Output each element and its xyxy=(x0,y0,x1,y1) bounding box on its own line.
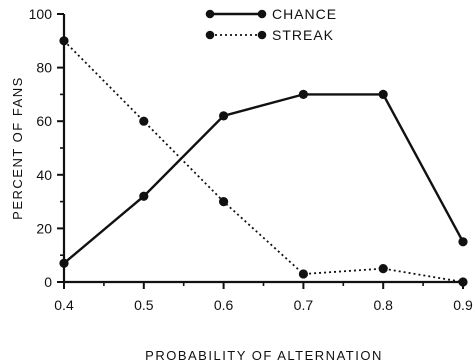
x-tick-label: 0.4 xyxy=(54,297,74,313)
y-tick-label: 60 xyxy=(36,113,52,129)
y-tick-label: 80 xyxy=(36,60,52,76)
y-tick-label: 100 xyxy=(29,6,53,22)
legend: CHANCE STREAK xyxy=(205,6,337,43)
legend-chance-marker xyxy=(257,9,267,19)
series-chance-line xyxy=(63,93,465,265)
series-chance-point xyxy=(59,258,69,268)
x-tick-label: 0.8 xyxy=(373,297,393,313)
legend-streak-label: STREAK xyxy=(272,27,334,43)
x-tick-label: 0.6 xyxy=(214,297,234,313)
x-tick-label: 0.5 xyxy=(134,297,154,313)
series-chance-point xyxy=(458,237,468,247)
x-tick-label: 0.9 xyxy=(453,297,473,313)
series-streak-point xyxy=(378,264,388,274)
x-axis-title: PROBABILITY OF ALTERNATION xyxy=(145,348,383,363)
series-chance-point xyxy=(139,191,149,201)
legend-chance-marker xyxy=(205,9,215,19)
series-chance-point xyxy=(219,111,229,121)
series-streak-point xyxy=(59,36,69,46)
y-axis: 0 20 40 60 80 100 xyxy=(29,6,66,290)
legend-streak-marker xyxy=(257,30,267,40)
y-tick-label: 40 xyxy=(36,167,52,183)
y-tick-label: 20 xyxy=(36,220,52,236)
legend-streak-marker xyxy=(205,30,215,40)
series-streak-point xyxy=(139,116,149,126)
series-streak-point xyxy=(298,269,308,279)
y-tick-label: 0 xyxy=(44,274,52,290)
series-streak-point xyxy=(458,277,468,287)
series-chance-point xyxy=(298,89,308,99)
x-tick-label: 0.7 xyxy=(294,297,314,313)
series-layer xyxy=(59,36,468,287)
y-axis-title: PERCENT OF FANS xyxy=(10,76,25,220)
series-streak-point xyxy=(219,197,229,207)
x-axis: 0.4 0.5 0.6 0.7 0.8 0.9 xyxy=(54,280,473,313)
series-streak-line xyxy=(63,40,464,283)
legend-chance-label: CHANCE xyxy=(272,6,337,22)
series-chance-point xyxy=(378,89,388,99)
